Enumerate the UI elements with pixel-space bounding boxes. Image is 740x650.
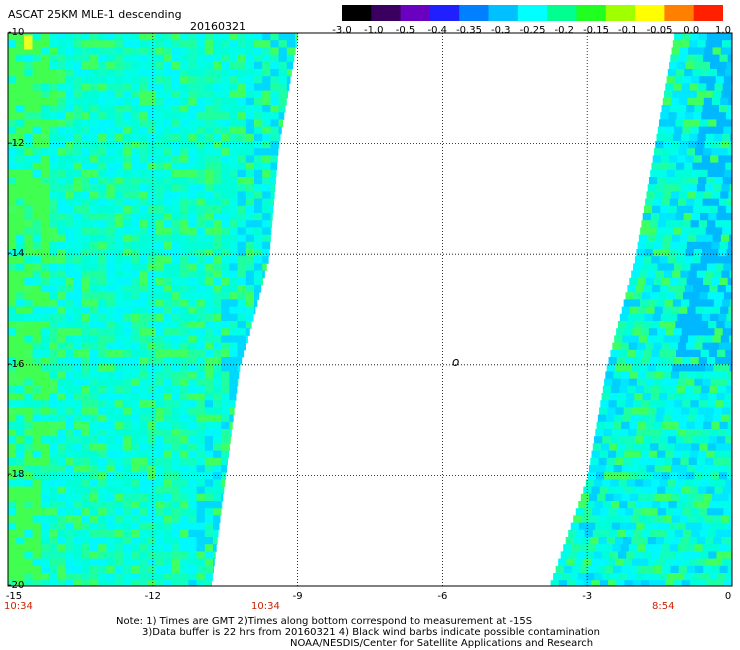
colorbar-label: -0.35 (456, 25, 482, 36)
location-marker: o (452, 355, 459, 369)
lon-tick-label: -15 (5, 591, 23, 602)
colorbar-label: -3.0 (332, 25, 352, 36)
lat-tick-label: -14 (8, 248, 25, 260)
colorbar-segment (605, 5, 636, 21)
lon-tick-label: 0 (724, 591, 732, 602)
swath-right (550, 33, 732, 586)
colorbar-segment (429, 5, 460, 21)
map-frame (7, 32, 733, 587)
lon-tick-label: -12 (144, 591, 161, 602)
map-date: 20160321 (190, 20, 246, 33)
colorbar-segment (459, 5, 490, 21)
lat-tick-label: -18 (8, 469, 25, 481)
colorbar-label: -0.3 (490, 25, 511, 36)
colorbar-label: 0.0 (683, 25, 700, 36)
colorbar-label: -0.05 (646, 25, 673, 36)
swath-left (8, 33, 299, 586)
colorbar (342, 5, 723, 21)
colorbar-label: -1.0 (363, 25, 384, 36)
colorbar-segment (517, 5, 548, 21)
time-label-right: 8:54 (652, 601, 675, 612)
colorbar-segment (342, 5, 372, 21)
lat-tick-label: -16 (8, 358, 25, 370)
note-line-1: Note: 1) Times are GMT 2)Times along bot… (116, 616, 533, 627)
colorbar-segment (693, 5, 723, 21)
lat-tick-label: -20 (8, 580, 25, 591)
colorbar-label: 1.0 (715, 25, 731, 36)
lon-tick-label: -9 (292, 591, 303, 602)
colorbar-label: -0.5 (395, 25, 416, 36)
lon-tick-label: -6 (437, 591, 448, 602)
note-line-2: 3)Data buffer is 22 hrs from 20160321 4)… (142, 627, 600, 638)
lat-tick-label: -10 (8, 27, 25, 38)
colorbar-label: -0.25 (519, 25, 546, 36)
lon-tick-label: -3 (582, 591, 593, 602)
colorbar-segment (547, 5, 578, 21)
colorbar-segment (635, 5, 665, 21)
map-title: ASCAT 25KM MLE-1 descending (8, 8, 182, 21)
time-label-mid: 10:34 (251, 601, 280, 612)
note-line-3: NOAA/NESDIS/Center for Satellite Applica… (290, 638, 594, 649)
colorbar-segment (371, 5, 402, 21)
colorbar-segment (400, 5, 431, 21)
colorbar-segment (576, 5, 607, 21)
colorbar-label: -0.15 (583, 25, 609, 36)
colorbar-segment (488, 5, 519, 21)
colorbar-label: -0.4 (427, 25, 448, 36)
lat-tick-label: -12 (8, 137, 25, 149)
colorbar-segment (664, 5, 695, 21)
colorbar-label: -0.1 (617, 25, 638, 36)
time-label-left: 10:34 (4, 601, 33, 612)
colorbar-label: -0.2 (554, 25, 575, 36)
